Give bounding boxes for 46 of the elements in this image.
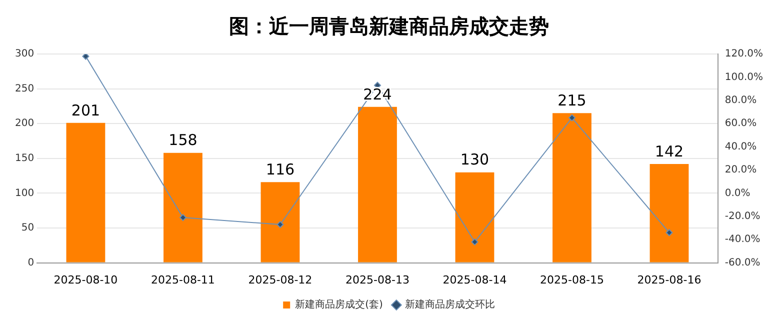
x-tick-label: 2025-08-11 xyxy=(151,273,215,286)
x-tick-label: 2025-08-10 xyxy=(54,273,118,286)
point xyxy=(471,238,478,246)
y-tick-label: 250 xyxy=(14,83,34,94)
y2-tick-label: 60.0% xyxy=(724,118,757,130)
data-label: 201 xyxy=(71,101,100,120)
x-tick-label: 2025-08-12 xyxy=(248,273,312,286)
bar xyxy=(552,113,592,262)
data-label: 215 xyxy=(558,92,586,110)
y-tick-label: 100 xyxy=(14,188,34,199)
data-label: 116 xyxy=(266,160,295,178)
y2-tick-label: 120.0% xyxy=(724,48,764,60)
y-tick-label: 50 xyxy=(21,222,34,234)
bar xyxy=(66,122,106,262)
bar xyxy=(358,106,397,262)
x-tick-label: 2025-08-13 xyxy=(346,273,410,286)
y2-tick-label: -20.0% xyxy=(724,210,760,222)
legend-label: 新建商品房成交环比 xyxy=(404,298,495,311)
point xyxy=(666,229,673,236)
bar xyxy=(650,164,689,262)
x-tick-label: 2025-08-16 xyxy=(637,273,702,286)
legend-label: 新建商品房成交(套) xyxy=(295,298,383,311)
y2-tick-label: 20.0% xyxy=(724,164,757,176)
y-tick-label: 300 xyxy=(14,48,34,60)
x-tick-label: 2025-08-14 xyxy=(442,273,507,286)
data-label: 158 xyxy=(168,131,198,150)
point xyxy=(276,221,284,228)
bar xyxy=(455,172,494,262)
point xyxy=(179,214,186,222)
y-tick-label: 200 xyxy=(14,118,34,130)
data-label: 130 xyxy=(460,150,490,169)
y2-tick-label: 40.0% xyxy=(724,141,757,152)
chart-title: 图：近一周青岛新建商品房成交走势 xyxy=(229,14,549,38)
y-tick-label: 0 xyxy=(28,257,34,268)
point xyxy=(568,114,576,122)
data-label: 142 xyxy=(654,142,684,160)
bar xyxy=(260,182,300,262)
y-tick-label: 150 xyxy=(14,152,34,164)
y2-tick-label: -40.0% xyxy=(724,234,760,246)
y2-tick-label: 0.0% xyxy=(724,188,750,199)
point xyxy=(82,54,90,60)
y2-tick-label: 100.0% xyxy=(724,72,764,83)
x-tick-label: 2025-08-15 xyxy=(540,273,604,286)
y2-tick-label: -60.0% xyxy=(724,257,760,268)
y2-tick-label: 80.0% xyxy=(724,94,757,106)
bar xyxy=(164,152,202,262)
